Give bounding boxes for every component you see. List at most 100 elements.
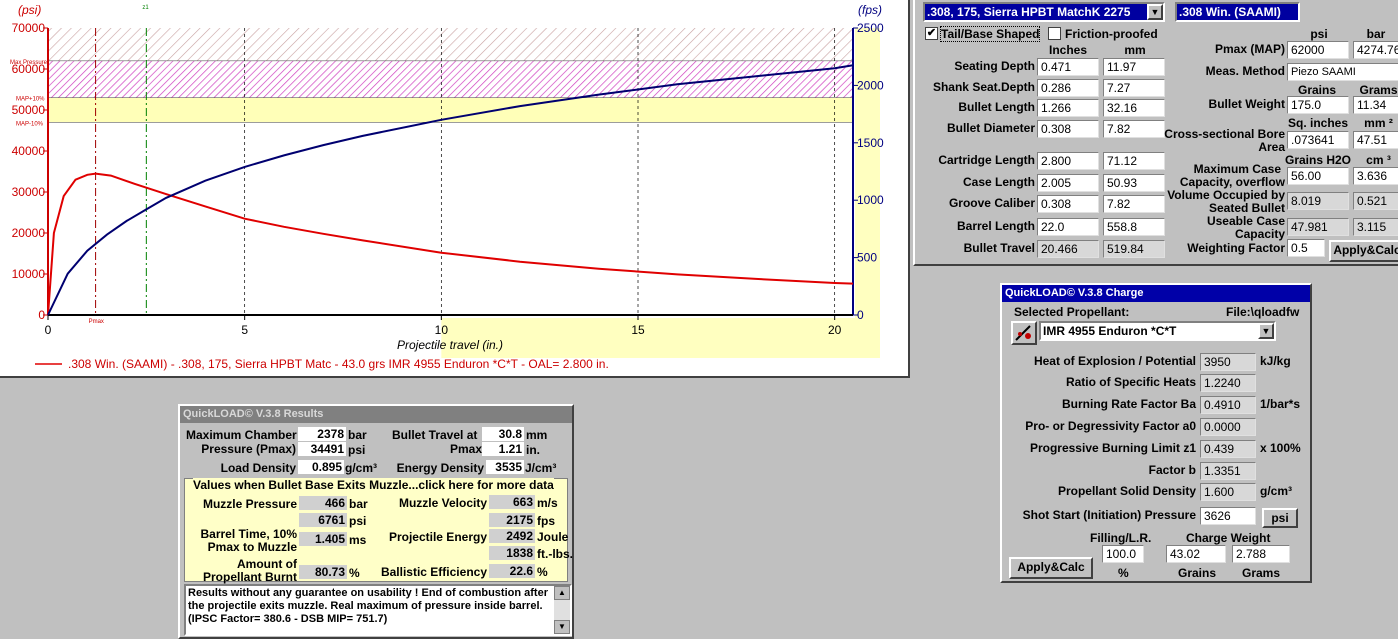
muzzle-velocity-label: Muzzle Velocity	[398, 496, 487, 510]
useable-grains-field: 47.981	[1287, 218, 1349, 236]
muzzle-header[interactable]: Values when Bullet Base Exits Muzzle...c…	[193, 478, 554, 492]
y-left-tick-label: 10000	[12, 267, 46, 281]
muzzle-velocity-ms-value: 663	[489, 495, 535, 509]
cartridge-row-mm-field[interactable]: 71.12	[1103, 152, 1165, 170]
tail-base-checkbox[interactable]: ✔	[925, 27, 938, 40]
cartridge-row-label: Barrel Length	[956, 219, 1035, 233]
cartridge-row-inches-field[interactable]: 22.0	[1037, 218, 1099, 236]
bullet-weight-grams-field[interactable]: 11.34	[1353, 96, 1398, 114]
grains-header: Grains	[1297, 83, 1336, 97]
bore-area-label-2: Area	[1258, 140, 1285, 154]
charge-apply-calc-button[interactable]: Apply&Calc	[1009, 557, 1093, 579]
y-right-unit: (fps)	[858, 3, 882, 17]
propellant-combo-text: IMR 4955 Enduron *C*T	[1043, 324, 1177, 338]
muzzle-group[interactable]: Values when Bullet Base Exits Muzzle...c…	[184, 478, 573, 584]
pmax-label: Pmax	[89, 319, 104, 325]
bullet-weight-grains-field[interactable]: 175.0	[1287, 96, 1349, 114]
chevron-down-icon[interactable]: ▼	[1147, 4, 1163, 20]
band-label: MAP-10%	[16, 121, 44, 127]
charge-grains-field[interactable]: 43.02	[1166, 545, 1226, 563]
cartridge-row-mm-field[interactable]: 32.16	[1103, 99, 1165, 117]
proj-energy-label: Projectile Energy	[388, 530, 487, 544]
pmax-bar-field[interactable]: 4274.76	[1353, 41, 1398, 59]
max-case-grains-field[interactable]: 56.00	[1287, 167, 1349, 185]
muzzle-psi-unit: psi	[349, 514, 367, 528]
max-case-label-2: Capacity, overflow	[1179, 175, 1285, 189]
y-left-tick-label: 60000	[12, 62, 46, 76]
cartridge-row-mm-field[interactable]: 50.93	[1103, 174, 1165, 192]
charge-window: QuickLOAD© V.3.8 Charge Selected Propell…	[1000, 283, 1312, 583]
cartridge-row-mm-field[interactable]: 11.97	[1103, 58, 1165, 76]
apply-calc-button[interactable]: Apply&Calc	[1329, 240, 1398, 262]
max-case-cm3-field[interactable]: 3.636	[1353, 167, 1398, 185]
x-tick-label: 15	[631, 323, 645, 337]
scroll-up-icon[interactable]: ▲	[554, 586, 570, 600]
cartridge-row-mm-field[interactable]: 7.82	[1103, 195, 1165, 213]
charge-titlebar[interactable]: QuickLOAD© V.3.8 Charge	[1002, 285, 1310, 302]
results-titlebar[interactable]: QuickLOAD© V.3.8 Results	[180, 406, 572, 423]
cartridge-row-inches-field[interactable]: 0.286	[1037, 79, 1099, 97]
x-axis-label: Projectile travel (in.)	[397, 338, 503, 352]
muzzle-bar-unit: bar	[349, 497, 368, 511]
cartridge-row-label: Cartridge Length	[938, 153, 1035, 167]
cartridge-row-inches-field[interactable]: 0.471	[1037, 58, 1099, 76]
file-label: File:\qloadfw	[1226, 305, 1300, 319]
cartridge-row-mm-field[interactable]: 7.27	[1103, 79, 1165, 97]
cartridge-row-inches-field[interactable]: 2.005	[1037, 174, 1099, 192]
pmax-bar-value: 2378	[298, 427, 346, 441]
cartridge-combo[interactable]: .308 Win. (SAAMI)	[1175, 2, 1300, 22]
charge-grams-field[interactable]: 2.788	[1232, 545, 1290, 563]
cartridge-row-inches-field: 20.466	[1037, 240, 1099, 258]
propellant-picker-button[interactable]	[1011, 321, 1037, 345]
amount-burnt-label-2: Propellant Burnt	[202, 570, 297, 584]
friction-checkbox[interactable]	[1048, 27, 1061, 40]
charge-row-unit: 1/bar*s	[1260, 397, 1301, 411]
bore-area-sqin-field[interactable]: .073641	[1287, 131, 1349, 149]
col-bar: bar	[1366, 27, 1386, 41]
useable-cm3-field: 3.115	[1353, 218, 1398, 236]
bore-area-mm2-field[interactable]: 47.51	[1353, 131, 1398, 149]
cartridge-row-inches-field[interactable]: 2.800	[1037, 152, 1099, 170]
filling-pct: %	[1118, 566, 1129, 580]
y-left-tick-label: 70000	[12, 21, 46, 35]
meas-method-field[interactable]: Piezo SAAMI	[1287, 63, 1398, 81]
cartridge-row-inches-field[interactable]: 1.266	[1037, 99, 1099, 117]
vol-occ-cm3-field: 0.521	[1353, 192, 1398, 210]
amount-burnt-label-1: Amount of	[237, 557, 297, 571]
weighting-label: Weighting Factor	[1187, 241, 1285, 255]
cartridge-row-mm-field[interactable]: 7.82	[1103, 120, 1165, 138]
cartridge-row-label: Bullet Length	[958, 100, 1035, 114]
selected-propellant-label: Selected Propellant:	[1014, 305, 1130, 319]
ms-unit: m/s	[537, 496, 558, 510]
cartridge-row-mm-field[interactable]: 558.8	[1103, 218, 1165, 236]
scroll-down-icon[interactable]: ▼	[554, 620, 570, 634]
charge-row-value[interactable]: 3626	[1200, 507, 1256, 525]
load-density-value: 0.895	[298, 460, 344, 474]
axis-shade-right	[855, 28, 880, 355]
charge-row-value: 0.0000	[1200, 418, 1256, 436]
charge-row-value: 1.600	[1200, 483, 1256, 501]
psi-button[interactable]: psi	[1262, 508, 1298, 528]
charge-row-unit: g/cm³	[1260, 484, 1293, 498]
propellant-combo[interactable]: IMR 4955 Enduron *C*T ▼	[1039, 321, 1276, 341]
cartridge-row-label: Bullet Diameter	[946, 121, 1035, 135]
cartridge-row-inches-field[interactable]: 0.308	[1037, 120, 1099, 138]
max-chamber-label-1: Maximum Chamber	[186, 428, 297, 442]
bullet-combo[interactable]: .308, 175, Sierra HPBT MatchK 2275 ▼	[923, 2, 1165, 22]
chevron-down-icon[interactable]: ▼	[1258, 323, 1274, 339]
notes-scrollbar[interactable]: ▲ ▼	[554, 586, 570, 634]
y-left-unit: (psi)	[18, 3, 41, 17]
pmax-psi-field[interactable]: 62000	[1287, 41, 1349, 59]
mm2-header: mm ²	[1364, 116, 1393, 130]
load-density-label: Load Density	[220, 461, 296, 475]
filling-label: Filling/L.R.	[1090, 531, 1152, 545]
notes-box[interactable]: Results without any guarantee on usabili…	[184, 584, 572, 636]
cartridge-combo-text: .308 Win. (SAAMI)	[1179, 5, 1281, 19]
weighting-field[interactable]: 0.5	[1287, 239, 1325, 257]
filling-field[interactable]: 100.0	[1102, 545, 1144, 563]
y-left-tick-label: 30000	[12, 185, 46, 199]
cartridge-row-inches-field[interactable]: 0.308	[1037, 195, 1099, 213]
tail-base-label: Tail/Base Shaped	[939, 26, 1041, 42]
energy-density-label: Energy Density	[396, 461, 484, 475]
band-label: MAP+10%	[16, 97, 45, 103]
